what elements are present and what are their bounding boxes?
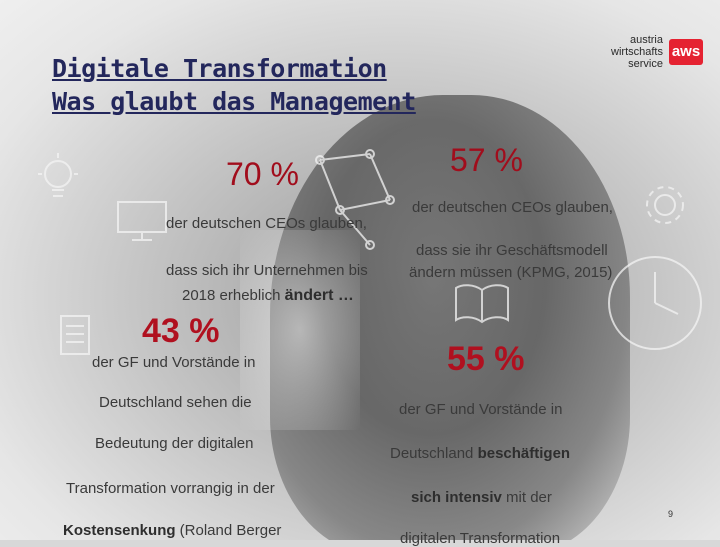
monitor-icon [117,201,167,241]
stat-43-line-1: der GF und Vorstände in [92,354,256,371]
stat-70-line-3: 2018 erheblich ändert … [182,287,354,304]
page-number: 9 [668,509,674,519]
title-line-2: Was glaubt das Management [52,87,416,116]
book-icon [455,284,509,324]
stat-70-line-1: der deutschen CEOs glauben, [166,215,367,232]
stat-55-line-1: der GF und Vorstände in [399,401,563,418]
stat-55-line-4: digitalen Transformation [400,530,561,547]
title-line-1: Digitale Transformation [52,54,387,83]
stat-43-line-2: Deutschland sehen die [99,394,252,411]
stat-55-line-3: sich intensiv mit der [411,489,552,506]
stat-57-line-3: ändern müssen (KPMG, 2015) [409,264,613,281]
stat-57-line-2: dass sie ihr Geschäftsmodell [416,242,608,259]
page-title: Digitale Transformation Was glaubt das M… [52,52,416,118]
stat-55-value: 55 % [447,340,525,378]
stat-43-value: 43 % [142,312,220,350]
stat-43-line-3: Bedeutung der digitalen [95,435,254,452]
stat-57-value: 57 % [450,142,523,178]
lightbulb-icon [38,153,78,197]
stat-57-line-1: der deutschen CEOs glauben, [412,199,613,216]
stat-70-value: 70 % [226,156,299,192]
stat-55-line-2: Deutschland beschäftigen [390,445,571,462]
network-icon [315,149,395,250]
document-icon [60,315,90,355]
clock-icon [608,256,702,350]
gear-icon [646,186,684,224]
aws-logo: austria wirtschafts service aws [553,31,703,77]
aws-badge: aws [669,39,703,65]
stat-70-line-2: dass sich ihr Unternehmen bis [166,262,368,279]
stat-43-line-5: Kostensenkung (Roland Berger [63,522,282,539]
stat-43-line-4: Transformation vorrangig in der [66,480,275,497]
